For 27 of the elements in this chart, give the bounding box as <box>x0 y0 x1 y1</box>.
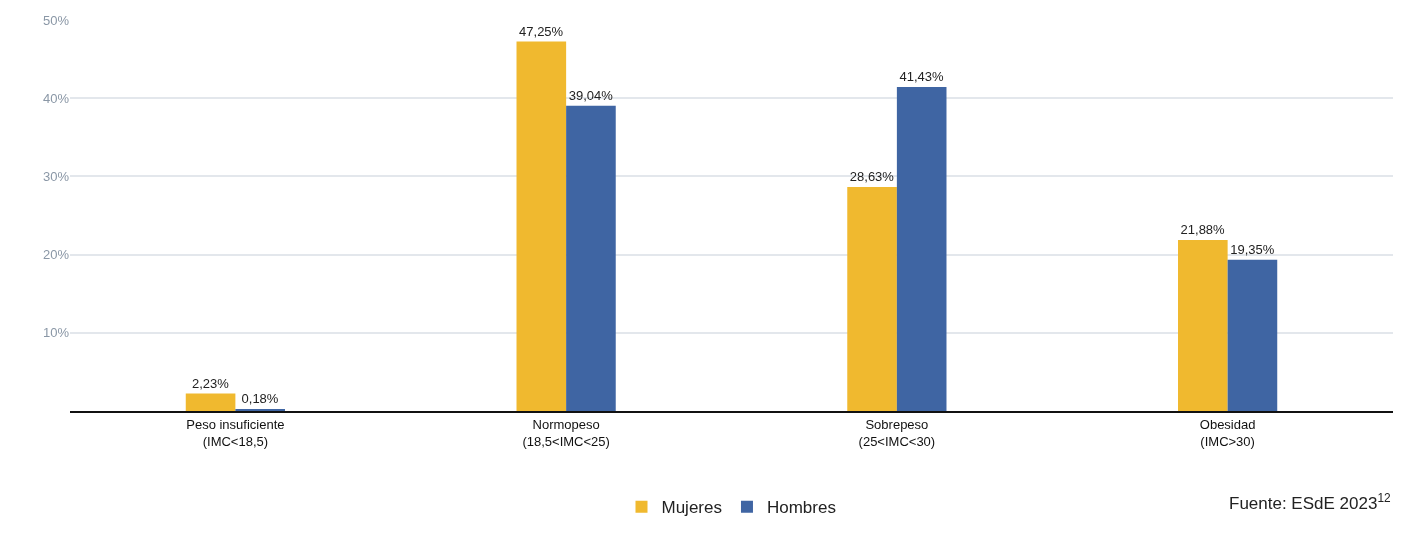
data-label: 28,63% <box>849 169 895 185</box>
x-tick-label: Sobrepeso (25<IMC<30) <box>858 416 936 449</box>
x-tick-label: Peso insuficiente (IMC<18,5) <box>186 416 285 449</box>
bar <box>566 105 616 411</box>
y-tick-label: 40% <box>42 90 70 106</box>
source-note: Fuente: ESdE 2023$^{12}$ <box>1229 491 1391 514</box>
bar <box>1227 259 1278 411</box>
data-label: 21,88% <box>1180 221 1226 237</box>
data-label: 39,04% <box>568 87 614 103</box>
y-tick-label: 50% <box>42 12 70 28</box>
bar <box>516 41 567 411</box>
y-tick-label: 30% <box>42 168 70 184</box>
data-label: 19,35% <box>1230 241 1275 257</box>
bar <box>185 393 236 411</box>
y-tick-label: 10% <box>42 325 70 341</box>
x-tick-label: Obesidad (IMC>30) <box>1199 416 1256 449</box>
bar <box>1178 239 1228 411</box>
data-label: 47,25% <box>519 23 564 39</box>
x-tick-label: Normopeso (18,5<IMC<25) <box>522 416 610 449</box>
legend-label: Mujeres <box>661 498 722 518</box>
y-tick-label: 20% <box>42 247 70 263</box>
data-label: 41,43% <box>899 69 944 85</box>
data-label: 2,23% <box>191 375 230 391</box>
data-label: 0,18% <box>241 391 279 406</box>
legend-label: Hombres <box>766 498 836 518</box>
bar <box>847 187 897 411</box>
bar <box>896 87 947 411</box>
